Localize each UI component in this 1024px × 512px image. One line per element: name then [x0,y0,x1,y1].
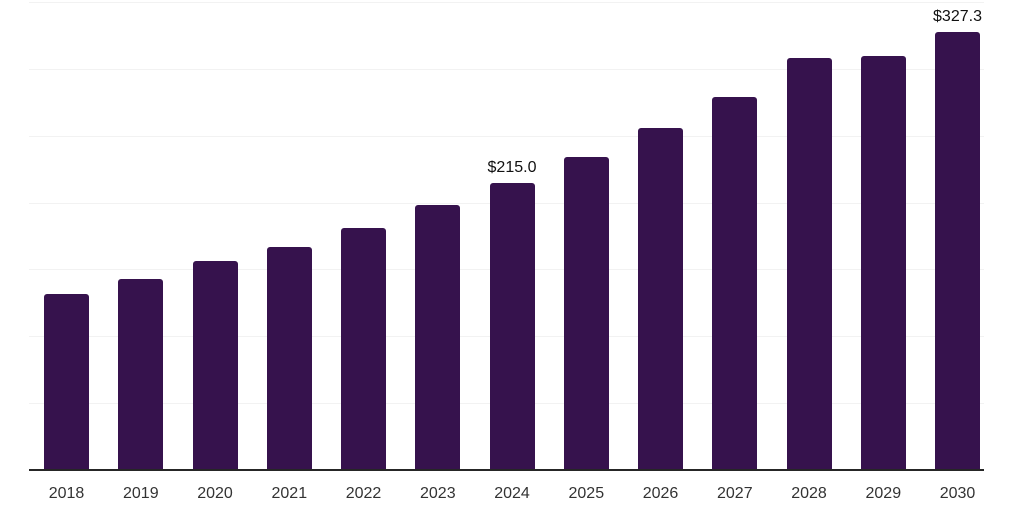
x-tick-2021: 2021 [271,485,308,502]
x-tick-2030: 2030 [939,485,976,502]
x-tick-2022: 2022 [345,485,382,502]
x-tick-2026: 2026 [642,485,679,502]
gridline-300 [29,68,984,70]
x-tick-2029: 2029 [865,485,902,502]
x-axis-line [29,469,984,471]
bar-2029 [860,55,906,470]
x-tick-2028: 2028 [791,485,827,502]
bar-2018 [44,293,89,470]
bar-2027 [712,96,758,470]
bar-2019 [118,278,164,470]
bar-2028 [786,58,832,470]
bar-2021 [266,246,312,470]
bar-2025 [563,157,609,470]
bar-2024 [489,182,535,470]
data-label-2024: $215.0 [487,158,537,176]
bar-2023 [415,205,461,470]
x-tick-2023: 2023 [420,485,456,502]
x-tick-2019: 2019 [123,485,159,502]
x-tick-2020: 2020 [197,485,233,502]
x-tick-2024: 2024 [494,485,530,502]
bar-2020 [192,261,238,470]
x-tick-2018: 2018 [48,485,85,502]
x-tick-2027: 2027 [717,485,753,502]
bar-2026 [638,127,683,470]
gridline-350 [29,2,984,3]
bar-2022 [341,228,386,470]
x-tick-2025: 2025 [568,485,605,502]
gridline-250 [29,135,984,137]
data-label-2030: $327.3 [933,8,982,26]
bar-2030 [935,32,980,470]
